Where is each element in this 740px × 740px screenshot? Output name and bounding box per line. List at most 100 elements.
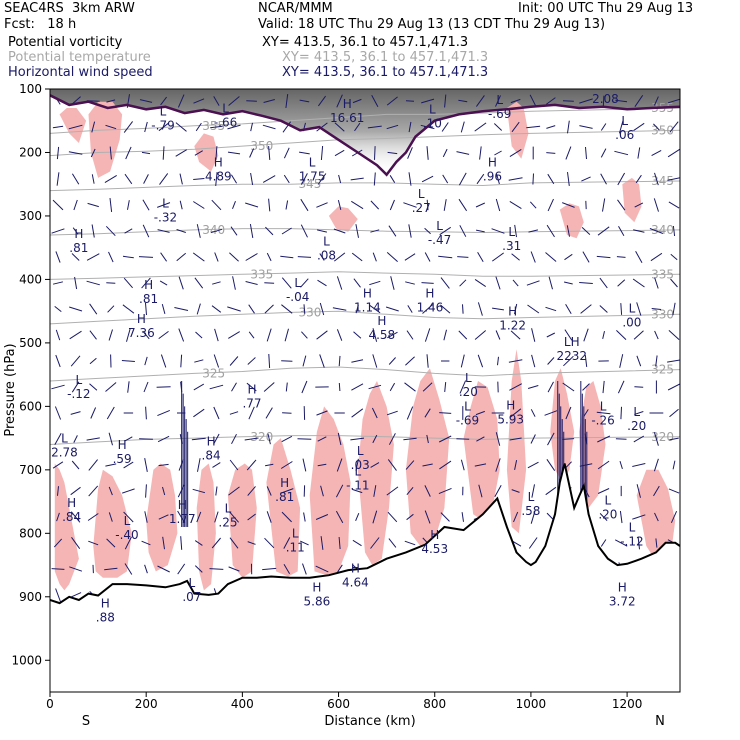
wind-vector xyxy=(51,568,65,570)
wind-vector xyxy=(372,328,378,342)
wind-vector xyxy=(178,328,185,342)
wind-vector xyxy=(600,123,607,131)
wind-vector xyxy=(210,228,223,234)
extremum-marker: LH xyxy=(564,335,580,349)
wind-vector xyxy=(158,330,169,340)
wind-vector xyxy=(460,354,465,368)
wind-vector xyxy=(405,356,415,366)
wind-vector xyxy=(422,304,434,314)
wind-vector xyxy=(615,99,628,103)
wind-vector xyxy=(562,438,575,440)
wind-vector xyxy=(57,486,59,496)
wind-vector xyxy=(585,146,587,160)
wind-vector xyxy=(390,276,395,290)
extremum-value: -.69 xyxy=(488,107,511,121)
isentrope-line xyxy=(50,366,680,382)
extremum-value: 2.78 xyxy=(51,445,78,459)
wind-vector xyxy=(162,536,165,550)
pv-shaded-region xyxy=(309,406,351,576)
wind-vector xyxy=(386,410,398,416)
wind-vector xyxy=(211,199,222,211)
wind-vector xyxy=(567,172,570,186)
wind-vector xyxy=(372,510,378,524)
model-title: SEAC4RS 3km ARW xyxy=(4,1,135,16)
extremum-marker: L xyxy=(602,78,609,92)
wind-vector xyxy=(460,459,465,471)
extremum-marker: L xyxy=(629,301,636,315)
wind-vector xyxy=(547,432,555,446)
wind-vector xyxy=(127,200,130,210)
extremum-marker: L xyxy=(508,225,515,239)
wind-vector xyxy=(316,330,328,340)
wind-vector xyxy=(440,277,450,289)
wind-vector xyxy=(421,282,434,284)
wind-vector xyxy=(337,199,342,211)
extremum-marker: L xyxy=(76,373,83,387)
extremum-marker: L xyxy=(222,101,229,115)
wind-vector xyxy=(563,281,573,285)
wind-vector xyxy=(406,486,414,496)
wind-vector xyxy=(653,198,659,212)
wind-vector xyxy=(177,94,185,108)
wind-vector xyxy=(158,122,169,132)
wind-vector xyxy=(299,540,309,546)
wind-vector xyxy=(637,147,641,159)
wind-vector xyxy=(599,305,608,313)
wind-vector xyxy=(212,281,221,285)
wind-vector xyxy=(263,99,275,103)
wind-vector xyxy=(54,432,62,446)
wind-vector xyxy=(456,151,470,155)
wind-vector xyxy=(268,198,271,212)
y-tick-label: 200 xyxy=(19,145,42,159)
wind-vector xyxy=(617,380,625,394)
wind-vector xyxy=(73,435,78,443)
wind-vector xyxy=(247,486,256,496)
wind-vector xyxy=(351,408,364,418)
wind-vector xyxy=(443,199,447,211)
wind-vector xyxy=(104,174,117,184)
wind-vector xyxy=(477,252,484,262)
wind-vector xyxy=(297,256,312,258)
wind-vector xyxy=(248,406,255,420)
wind-vector xyxy=(404,253,416,261)
wind-vector xyxy=(303,512,306,522)
wind-vector xyxy=(109,198,113,212)
wind-vector xyxy=(479,146,482,160)
wind-vector xyxy=(597,460,610,470)
wind-vector xyxy=(546,224,555,238)
wind-vector xyxy=(52,461,64,469)
wind-vector xyxy=(597,226,610,236)
extremum-marker: L xyxy=(162,197,169,211)
wind-vector xyxy=(475,229,485,233)
wind-vector xyxy=(633,435,645,443)
wind-vector xyxy=(386,124,399,130)
wind-vector xyxy=(300,224,308,238)
extremum-marker: L xyxy=(354,464,361,478)
forecast-hour: Fcst: 18 h xyxy=(4,17,77,32)
extremum-value: 3.72 xyxy=(609,595,636,609)
wind-vector xyxy=(478,484,483,498)
wind-vector xyxy=(175,149,187,157)
extremum-marker: L xyxy=(429,103,436,117)
wind-vector xyxy=(55,588,61,602)
wind-vector xyxy=(510,330,521,340)
field-name-pv: Potential vorticity xyxy=(8,35,123,50)
extremum-value: .03 xyxy=(351,458,370,472)
wind-vector xyxy=(634,386,644,388)
pv-shaded-region xyxy=(506,101,529,159)
wind-vector xyxy=(654,277,659,289)
extremum-marker: H xyxy=(101,596,110,610)
wind-vector xyxy=(193,178,205,180)
wind-vector xyxy=(89,357,97,365)
wind-vector xyxy=(514,224,517,238)
wind-vector xyxy=(123,121,134,133)
isentrope-label: 325 xyxy=(651,363,674,377)
wind-vector xyxy=(229,411,239,415)
wind-vector xyxy=(266,511,272,523)
wind-vector xyxy=(301,380,308,394)
wind-vector xyxy=(527,385,539,389)
extremum-marker: L xyxy=(496,93,503,107)
wind-vector xyxy=(160,354,167,368)
wind-vector xyxy=(71,381,80,393)
wind-vector xyxy=(403,202,417,208)
